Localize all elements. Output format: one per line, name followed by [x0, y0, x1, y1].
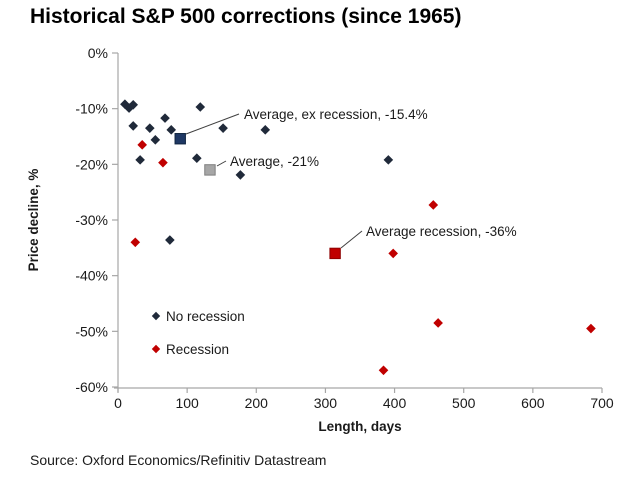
legend-label: Recession — [166, 342, 229, 357]
data-point-no-recession — [166, 125, 177, 135]
y-tick-label: -10% — [75, 101, 108, 117]
data-point-recession — [137, 140, 147, 150]
annotation-label: Average recession, -36% — [366, 224, 517, 239]
x-tick-label: 500 — [452, 395, 476, 411]
data-point-no-recession — [120, 99, 130, 110]
x-tick-label: 700 — [590, 395, 614, 411]
data-point-no-recession — [150, 135, 161, 145]
x-tick-label: 100 — [175, 395, 199, 411]
source-note: Source: Oxford Economics/Refinitiv Datas… — [30, 452, 327, 468]
data-point-recession — [130, 237, 141, 248]
average-marker — [174, 133, 186, 145]
y-tick-label: -60% — [75, 379, 108, 395]
x-tick-label: 600 — [521, 395, 545, 411]
data-point-recession — [158, 157, 168, 168]
data-point-no-recession — [192, 153, 202, 164]
data-point-recession — [378, 365, 389, 376]
annotation-label: Average, ex recession, -15.4% — [244, 107, 428, 122]
data-point-recession — [433, 318, 443, 328]
average-marker — [204, 164, 216, 176]
y-tick-label: 0% — [88, 45, 108, 61]
legend-marker — [151, 344, 161, 354]
annotation-leader-line — [340, 230, 363, 249]
annotation-leader-line — [185, 113, 240, 135]
y-axis-title: Price decline, % — [26, 169, 41, 272]
data-point-no-recession — [218, 123, 228, 133]
data-point-no-recession — [235, 170, 246, 180]
x-axis-title: Length, days — [318, 419, 401, 434]
annotation-leader-line — [216, 160, 227, 167]
legend-marker — [151, 311, 161, 321]
legend-label: No recession — [166, 309, 245, 324]
data-point-no-recession — [135, 155, 145, 165]
x-tick-label: 300 — [314, 395, 338, 411]
data-point-recession — [388, 248, 398, 259]
data-point-no-recession — [145, 123, 155, 133]
x-tick-label: 200 — [245, 395, 269, 411]
data-point-recession — [586, 323, 596, 334]
data-point-no-recession — [195, 102, 206, 112]
data-point-no-recession — [124, 103, 134, 113]
data-point-no-recession — [128, 99, 139, 110]
average-marker — [329, 247, 341, 260]
chart-title: Historical S&P 500 corrections (since 19… — [30, 5, 462, 28]
data-point-no-recession — [160, 113, 170, 123]
annotation-label: Average, -21% — [230, 154, 319, 169]
y-tick-label: -40% — [75, 268, 108, 284]
x-tick-label: 0 — [114, 395, 122, 411]
data-point-recession — [428, 200, 439, 210]
data-point-no-recession — [165, 235, 175, 245]
y-tick-label: -20% — [75, 156, 108, 172]
x-tick-label: 400 — [383, 395, 407, 411]
data-point-no-recession — [128, 121, 139, 131]
data-point-no-recession — [260, 125, 271, 135]
y-tick-label: -50% — [75, 323, 108, 339]
y-tick-label: -30% — [75, 212, 108, 228]
data-point-no-recession — [383, 155, 394, 165]
